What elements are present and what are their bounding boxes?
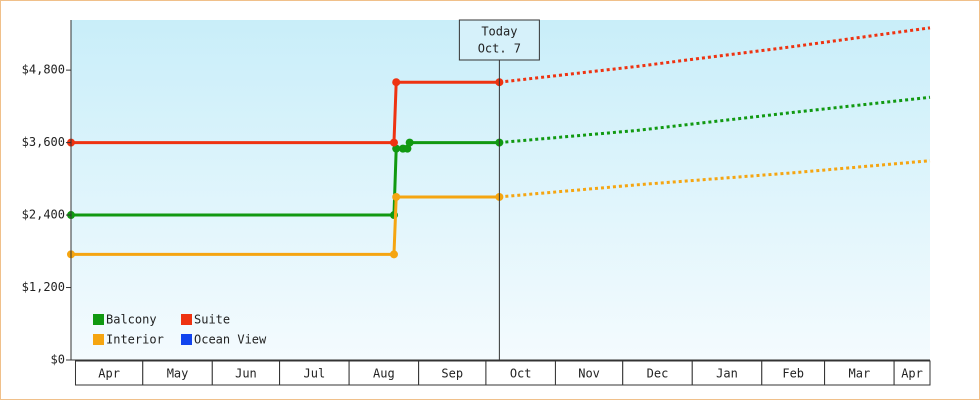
x-tick-label: Mar: [849, 367, 871, 381]
y-tick-label: $3,600: [22, 135, 65, 149]
x-tick-label: Jan: [716, 367, 738, 381]
y-tick-label: $1,200: [22, 280, 65, 294]
legend-label: Suite: [194, 313, 230, 327]
y-tick-label: $4,800: [22, 63, 65, 77]
x-tick-box: [893, 360, 931, 386]
x-tick-label: Jun: [235, 367, 257, 381]
x-tick-label: Feb: [782, 367, 804, 381]
forecast-line: [499, 159, 931, 199]
x-tick-box: [554, 360, 624, 386]
point: [392, 144, 401, 153]
legend-label: Balcony: [106, 313, 157, 327]
x-tick-label: Dec: [647, 367, 669, 381]
series-line: [71, 195, 500, 256]
x-tick-label: Apr: [901, 367, 923, 381]
today-date: Oct. 7: [478, 42, 521, 56]
y-tick-label: $0: [51, 353, 65, 367]
point: [392, 78, 401, 87]
x-tick-label: Apr: [98, 367, 120, 381]
x-tick-label: Aug: [373, 367, 395, 381]
x-tick-box: [485, 360, 556, 386]
x-tick-box: [691, 360, 763, 386]
legend-swatch: [93, 334, 104, 345]
x-tick-box: [211, 360, 281, 386]
x-tick-label: Nov: [578, 367, 600, 381]
series-line: [71, 80, 500, 145]
x-tick-label: Sep: [441, 367, 463, 381]
today-box: [458, 19, 540, 61]
forecast-line: [499, 95, 931, 145]
x-tick-label: May: [167, 367, 189, 381]
point: [389, 138, 398, 147]
legend-label: Ocean View: [194, 333, 267, 347]
x-tick-label: Jul: [304, 367, 326, 381]
point: [403, 144, 412, 153]
legend-swatch: [181, 314, 192, 325]
x-tick-label: Oct: [510, 367, 532, 381]
point: [405, 138, 414, 147]
x-tick-box: [348, 360, 420, 386]
plot-area: [71, 20, 930, 360]
legend-swatch: [93, 314, 104, 325]
y-tick-label: $2,400: [22, 208, 65, 222]
today-label: Today: [481, 25, 517, 39]
legend-swatch: [181, 334, 192, 345]
legend-label: Interior: [106, 333, 164, 347]
forecast-line: [499, 26, 931, 84]
point: [389, 250, 398, 259]
point: [392, 192, 401, 201]
x-tick-box: [761, 360, 826, 386]
